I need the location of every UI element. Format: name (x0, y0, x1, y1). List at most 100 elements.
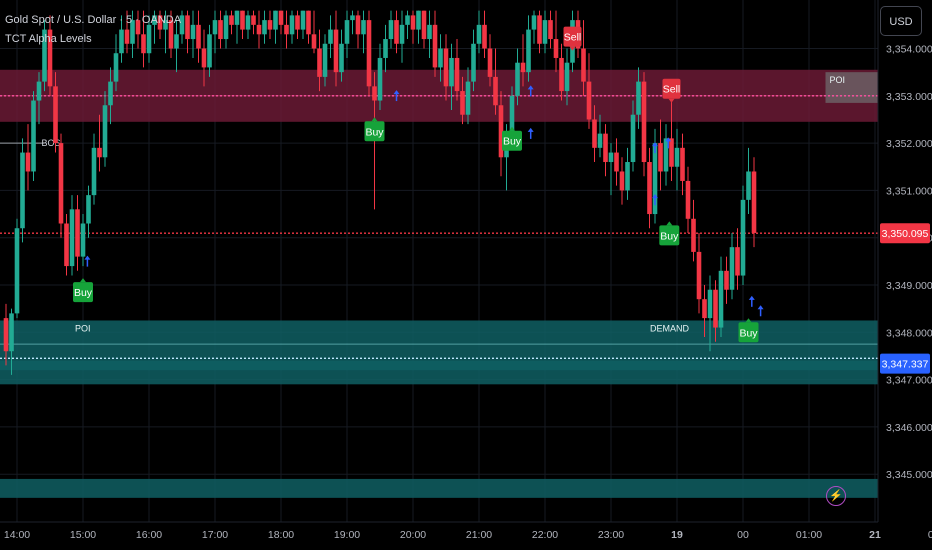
sell-signal-label: Sell (563, 26, 582, 51)
candle-body (438, 48, 443, 68)
candle-body (377, 57, 383, 101)
candle (619, 157, 625, 205)
lightning-icon[interactable]: ⚡ (826, 486, 846, 506)
candle (14, 218, 20, 319)
time-tick-label: 16:00 (136, 529, 162, 541)
candle-body (493, 76, 498, 106)
candle (361, 10, 366, 54)
candle-body (174, 34, 179, 49)
price-tick-label: 3,347.000 (886, 375, 932, 387)
signal-box (738, 322, 759, 343)
candle (278, 10, 284, 35)
candle (256, 10, 262, 49)
candle-body (537, 15, 542, 44)
candle (476, 10, 482, 54)
candle (190, 10, 196, 58)
indicator-name[interactable]: TCT Alpha Levels (5, 33, 92, 45)
candle (729, 232, 735, 300)
candle (460, 76, 465, 125)
candle-body (53, 86, 58, 144)
currency-button[interactable]: USD (880, 6, 922, 36)
buy-arrow-icon (393, 90, 400, 102)
candle-body (366, 20, 372, 87)
candle (410, 10, 416, 44)
candle-body (608, 152, 614, 163)
candle-body (625, 162, 630, 191)
candle (548, 10, 553, 49)
candle (130, 10, 135, 58)
candle (482, 10, 487, 58)
candle-body (416, 10, 421, 30)
marker-price-tag: 3,347.337 (880, 353, 930, 374)
marker-price-tag-bg (880, 353, 930, 374)
signal-text: Buy (660, 230, 679, 242)
candle (493, 48, 498, 115)
arrow-head (84, 255, 91, 260)
time-tick-label: 19 (671, 529, 683, 541)
candle (432, 10, 438, 77)
buy-signal-label: Buy (364, 117, 385, 142)
candle (416, 10, 421, 44)
candle (163, 10, 168, 54)
candle (350, 10, 355, 35)
candle-body (526, 29, 531, 73)
candle-body (531, 15, 537, 30)
candle-body (460, 91, 465, 115)
candle-body (603, 133, 608, 163)
candle (262, 10, 267, 44)
candle (454, 39, 460, 101)
candle-body (410, 15, 416, 30)
candle-body (630, 114, 636, 163)
candle (608, 143, 614, 196)
candle (223, 10, 229, 49)
signal-pointer (668, 98, 675, 103)
candle (597, 114, 603, 158)
candle (300, 10, 306, 40)
price-axis[interactable]: 3,354.000 3,353.000 3,352.000 3,351.000 3,35… (877, 0, 932, 550)
candle-body (333, 29, 339, 73)
candle (174, 20, 179, 73)
time-tick-label: 15:00 (70, 529, 96, 541)
time-tick-label: 14:00 (4, 529, 30, 541)
candle (47, 15, 53, 96)
candle-body (718, 270, 724, 328)
candle (680, 133, 685, 196)
bos-label: BOS (42, 138, 61, 148)
time-axis[interactable]: 14:00 15:00 16:00 17:00 18:00 19:00 20:00 21:00… (0, 521, 932, 550)
candle (311, 10, 317, 54)
candle-body (680, 147, 685, 181)
candle-body (614, 152, 619, 172)
candle (377, 43, 383, 110)
candle-body (691, 218, 696, 252)
candle (355, 10, 361, 49)
candle (553, 10, 559, 73)
candle-body (190, 24, 196, 40)
candle-body (454, 57, 460, 92)
candle-body (317, 48, 322, 77)
candle-body (592, 119, 597, 148)
candle-body (168, 20, 174, 49)
candle-body (119, 29, 124, 54)
time-tick-label: 02:00 (928, 529, 932, 541)
candle (64, 214, 69, 276)
candle-body (20, 152, 25, 229)
candle (135, 10, 141, 49)
candle-body (476, 24, 482, 44)
candle-body (663, 138, 669, 172)
signal-pointer (745, 318, 752, 323)
candle (207, 24, 212, 77)
price-axis-bg (878, 0, 932, 550)
candle-body (482, 24, 487, 49)
signal-text: Buy (503, 136, 522, 148)
candle-body (196, 24, 201, 49)
signal-text: Buy (739, 327, 758, 339)
arrow-head (652, 194, 658, 199)
candle-body (559, 57, 564, 92)
candle-body (471, 43, 476, 82)
candle (42, 20, 47, 92)
candle (438, 34, 443, 82)
candle-body (586, 81, 592, 120)
sell-signal-label: Sell (662, 78, 681, 103)
signal-pointer (80, 278, 86, 283)
